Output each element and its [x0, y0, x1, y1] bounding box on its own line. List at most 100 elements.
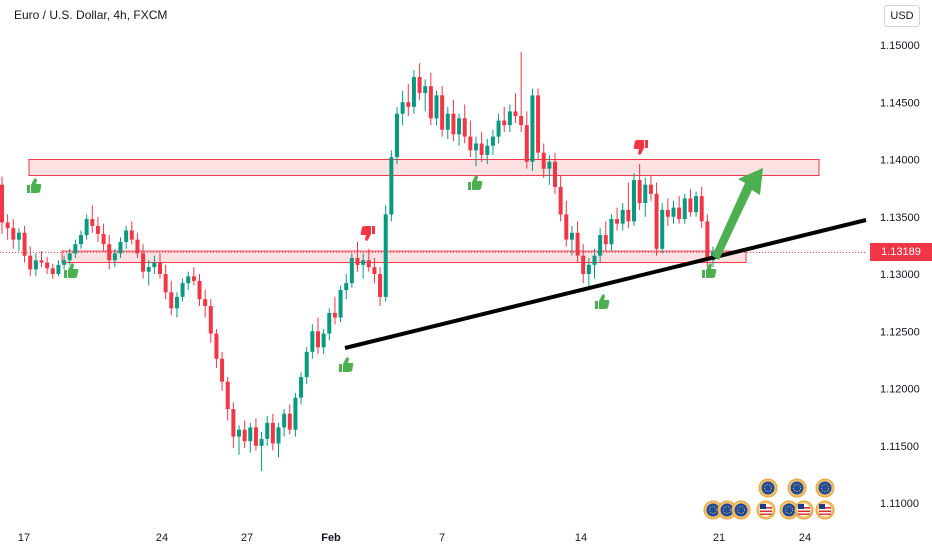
candle-body — [626, 209, 631, 222]
candle — [462, 104, 467, 144]
candle-body — [152, 262, 157, 268]
candle — [536, 88, 541, 160]
candle-body — [496, 120, 501, 137]
candle — [575, 221, 580, 263]
candle — [180, 278, 185, 302]
candle — [688, 189, 693, 217]
candle — [11, 219, 16, 249]
candle — [603, 221, 608, 252]
candle-body — [112, 253, 117, 261]
eu-event-icon — [758, 478, 778, 498]
candle-body — [276, 427, 281, 444]
candle — [648, 175, 653, 201]
x-tick-label: 24 — [156, 532, 168, 544]
support-zone — [61, 250, 747, 264]
candle-body — [530, 95, 535, 162]
candle-body — [569, 232, 574, 240]
candle-body — [231, 409, 236, 437]
candle — [203, 290, 208, 318]
candle — [468, 120, 473, 158]
candle-body — [699, 196, 704, 222]
candle — [67, 248, 72, 265]
candle — [5, 214, 10, 240]
candle — [411, 70, 416, 114]
y-tick-label: 1.13500 — [880, 212, 920, 224]
candle-body — [299, 377, 304, 398]
candle-body — [474, 143, 478, 151]
candle — [598, 228, 603, 263]
candle — [287, 404, 292, 435]
candle — [406, 83, 411, 116]
candle-body — [135, 239, 140, 254]
candle-body — [688, 198, 693, 213]
candle — [90, 205, 95, 233]
candle — [101, 223, 106, 252]
candle — [146, 260, 151, 286]
candle-body — [665, 209, 670, 217]
candle — [445, 106, 450, 139]
candle — [637, 164, 642, 210]
candle — [423, 79, 428, 112]
candle — [112, 248, 117, 268]
candle — [191, 267, 196, 286]
candle — [609, 214, 614, 252]
bullish-arrow — [712, 168, 763, 260]
candle-body — [603, 235, 608, 245]
candle — [282, 409, 287, 437]
eu-event-icon — [787, 478, 807, 498]
candle-body — [237, 429, 241, 437]
candle — [694, 191, 699, 217]
thumbs-up-icon — [339, 357, 354, 372]
candle-body — [146, 267, 151, 272]
candle — [332, 296, 337, 325]
candle-body — [406, 102, 411, 107]
candle-body — [632, 180, 636, 222]
candle-body — [270, 422, 275, 444]
candle-body — [361, 260, 366, 265]
candle — [265, 415, 270, 446]
candle — [39, 251, 44, 268]
thumbs-up-icon — [595, 294, 610, 309]
candle — [141, 244, 146, 279]
thumbs-up-icon — [468, 175, 483, 190]
y-tick-label: 1.12000 — [880, 384, 920, 396]
us-event-icon — [815, 500, 835, 520]
x-tick-label: Feb — [321, 532, 341, 544]
thumbs-down-icon — [633, 140, 648, 155]
candle-body — [39, 260, 44, 263]
candle-body — [423, 86, 428, 94]
candle-body — [434, 95, 439, 119]
candle-body — [451, 113, 456, 135]
candle-body — [316, 331, 320, 348]
candle-body — [304, 351, 309, 378]
candle — [654, 182, 659, 256]
candle-body — [197, 280, 202, 300]
candle-body — [158, 262, 162, 274]
candle-body — [327, 312, 332, 334]
candle-body — [107, 244, 112, 261]
candle-body — [592, 255, 597, 265]
candle — [615, 207, 620, 231]
candle — [530, 88, 535, 171]
candle — [321, 328, 326, 355]
y-tick-label: 1.12500 — [880, 326, 920, 338]
candle-body — [519, 115, 524, 126]
candle-body — [490, 136, 495, 146]
candle-body — [163, 274, 168, 293]
candle — [95, 216, 100, 242]
candle — [361, 253, 366, 279]
x-tick-label: 17 — [18, 532, 30, 544]
candle — [220, 351, 225, 391]
eu-event-icon — [779, 500, 799, 520]
candle — [197, 274, 202, 307]
currency-button[interactable]: USD — [884, 5, 920, 27]
candle — [428, 72, 433, 126]
candle-body — [462, 118, 467, 137]
candle-body — [677, 207, 682, 220]
candle-body — [513, 111, 518, 116]
eu-event-icon — [731, 500, 751, 520]
candle-body — [349, 257, 354, 284]
candle — [558, 175, 563, 222]
candle-body — [620, 209, 625, 224]
thumbs-down-icon — [360, 226, 375, 241]
